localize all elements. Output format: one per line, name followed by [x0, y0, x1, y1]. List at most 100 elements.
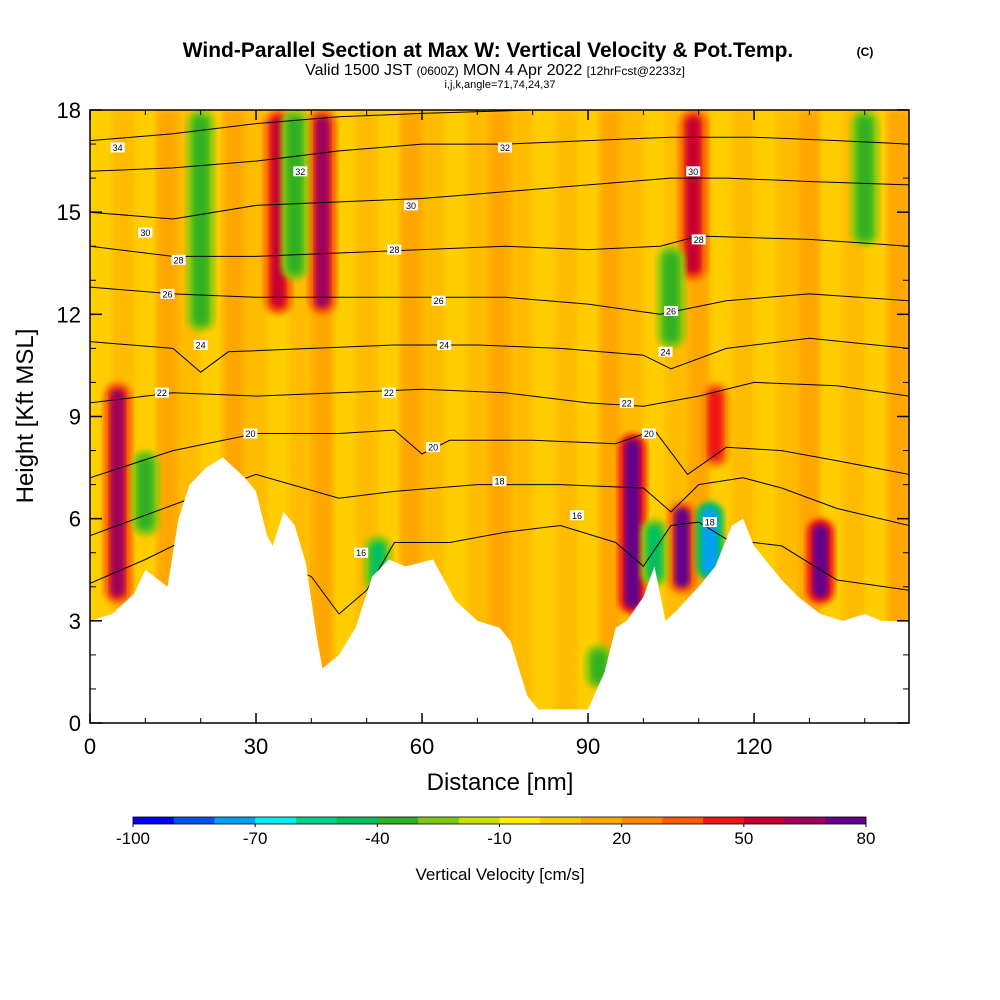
contour-label-box — [431, 295, 446, 306]
colorbar-swatch — [499, 817, 541, 824]
colorbar-swatch — [825, 817, 867, 824]
contour-label-text: 20 — [428, 443, 438, 453]
x-tick-label: 30 — [244, 734, 268, 759]
contour-label-text: 24 — [196, 340, 206, 350]
plot-area: 34 32 32 30 30 30 28 28 28 26 26 26 24 24 24 22 22 22 20 20… — [90, 110, 909, 723]
theta-contour-24 — [90, 337, 909, 373]
downdraft-column — [192, 116, 209, 326]
field-stripe — [134, 110, 158, 723]
y-tick-label: 0 — [69, 711, 81, 736]
contour-label-box — [691, 234, 706, 245]
downdraft-column — [663, 252, 679, 343]
contour-label-box — [702, 517, 717, 528]
contour-label-box — [426, 442, 441, 453]
contour-label-20: 20 — [641, 428, 656, 439]
contour-label-box — [387, 244, 402, 255]
contour-label-box — [154, 387, 169, 398]
colorbar-swatch — [173, 817, 215, 824]
contour-label-text: 16 — [356, 548, 366, 558]
colorbar-swatch — [295, 817, 338, 824]
x-axis-label: Distance [nm] — [427, 769, 574, 796]
contour-label-28: 28 — [691, 234, 706, 245]
colorbar-swatch — [418, 817, 460, 824]
y-tick-label: 15 — [57, 200, 81, 225]
field-stripe — [599, 110, 623, 723]
contour-label-box — [293, 166, 308, 177]
contour-label-text: 30 — [406, 201, 416, 211]
contour-label-text: 24 — [661, 347, 671, 357]
contour-label-box — [403, 200, 418, 211]
contour-label-28: 28 — [171, 254, 186, 265]
theta-contour-22 — [90, 381, 909, 407]
copyright-mark: (C) — [857, 45, 874, 59]
field-stripe — [333, 110, 357, 723]
downdraft-column — [646, 524, 663, 581]
contour-label-24: 24 — [658, 346, 673, 357]
contour-label-text: 18 — [494, 477, 504, 487]
downdraft-column — [287, 116, 303, 275]
colorbar-swatch — [703, 817, 745, 824]
contour-label-28: 28 — [387, 244, 402, 255]
downdraft-column — [857, 116, 873, 241]
updraft-column — [109, 388, 126, 598]
x-tick-label: 60 — [410, 734, 434, 759]
field-stripe — [776, 110, 800, 723]
colorbar-tick-label: -40 — [365, 829, 390, 848]
y-tick-label: 9 — [69, 405, 81, 430]
colorbar-swatch — [662, 817, 704, 824]
colorbar-swatch — [784, 817, 826, 824]
contour-label-34: 34 — [110, 142, 125, 153]
valid-day: MON 4 Apr 2022 — [463, 62, 582, 79]
contour-label-32: 32 — [498, 142, 513, 153]
contour-label-text: 24 — [439, 340, 449, 350]
terrain-mask — [90, 457, 909, 723]
contour-label-text: 20 — [245, 429, 255, 439]
y-tick-label: 6 — [69, 507, 81, 532]
colorbar-swatch — [621, 817, 663, 824]
contour-label-30: 30 — [138, 227, 153, 238]
updraft-column — [707, 388, 724, 462]
velocity-cells — [103, 110, 879, 689]
contour-label-16: 16 — [354, 547, 369, 558]
contour-label-text: 16 — [572, 511, 582, 521]
contour-label-text: 20 — [644, 429, 654, 439]
contour-label-text: 26 — [162, 289, 172, 299]
colorbar-swatch — [458, 817, 500, 824]
field-stripe — [488, 110, 512, 723]
theta-contour-labels: 34 32 32 30 30 30 28 28 28 26 26 26 24 24 24 22 22 22 20 20… — [110, 142, 717, 558]
colorbar-swatch — [255, 817, 297, 824]
colorbar-swatch — [743, 817, 786, 824]
theta-contour-30 — [90, 177, 909, 220]
contour-label-box — [160, 288, 175, 299]
contour-label-22: 22 — [381, 387, 396, 398]
y-tick-label: 18 — [57, 98, 81, 123]
colorbar-swatch — [377, 817, 419, 824]
contour-label-20: 20 — [426, 442, 441, 453]
contour-label-box — [641, 428, 656, 439]
field-stripe — [466, 110, 490, 723]
colorbar-swatch — [540, 817, 582, 824]
contour-label-text: 18 — [705, 518, 715, 528]
contour-label-text: 22 — [622, 398, 632, 408]
updraft-column — [685, 116, 701, 275]
contour-label-26: 26 — [160, 288, 175, 299]
theta-contour-18 — [90, 473, 909, 537]
contour-label-box — [619, 397, 634, 408]
colorbar-tick-label: -10 — [487, 829, 512, 848]
contour-label-box — [686, 166, 701, 177]
theta-contour-20 — [90, 429, 909, 479]
contour-label-text: 32 — [295, 167, 305, 177]
updraft-column — [624, 439, 641, 609]
contour-label-box — [658, 346, 673, 357]
contour-label-24: 24 — [437, 339, 452, 350]
contour-label-box — [193, 339, 208, 350]
contour-label-box — [569, 510, 584, 521]
colorbar: -100 -70 -40 -10 20 50 80 — [116, 816, 875, 848]
colorbar-tick-label: -70 — [243, 829, 268, 848]
colorbar-tick-label: -100 — [116, 829, 150, 848]
contour-label-26: 26 — [431, 295, 446, 306]
forecast-info: [12hrFcst@2233z] — [587, 64, 685, 78]
contour-label-32: 32 — [293, 166, 308, 177]
contour-label-box — [437, 339, 452, 350]
